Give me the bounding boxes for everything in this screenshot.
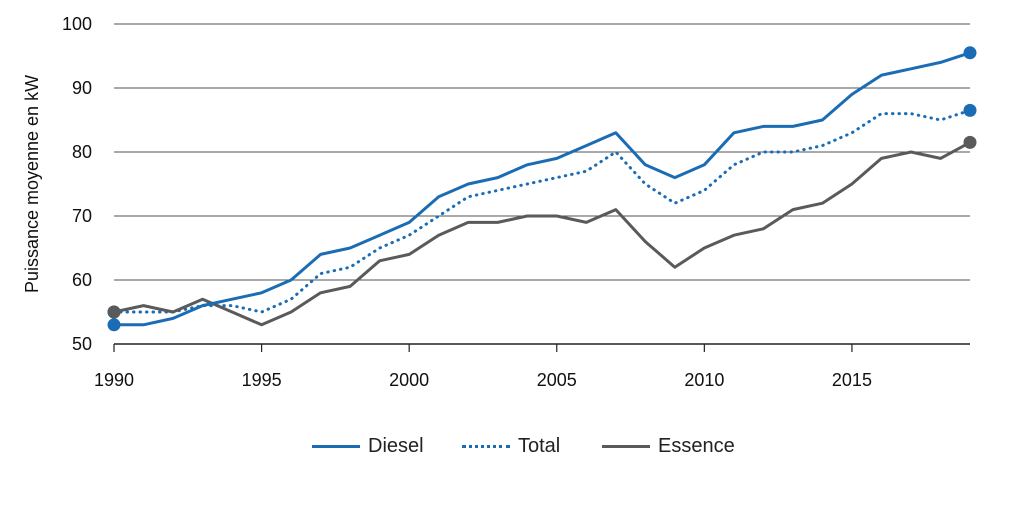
x-tick-2010: 2010 [684, 370, 724, 390]
legend-item-essence: Essence [602, 428, 735, 464]
legend-label-essence: Essence [658, 434, 735, 457]
series-lines [112, 51, 972, 327]
y-tick-80: 80 [72, 142, 92, 162]
x-tick-1990: 1990 [94, 370, 134, 390]
x-tick-labels: 1990 1995 2000 2005 2010 2015 [94, 370, 872, 390]
x-tick-1995: 1995 [242, 370, 282, 390]
y-tick-60: 60 [72, 270, 92, 290]
legend-swatch-total [462, 444, 510, 448]
legend-label-total: Total [518, 434, 561, 457]
end-markers [107, 46, 977, 332]
gridlines [113, 23, 970, 352]
y-tick-100: 100 [62, 14, 92, 34]
marker-end-diesel [963, 46, 977, 60]
x-tick-2015: 2015 [832, 370, 872, 390]
y-tick-labels: 50 60 70 80 90 100 [62, 14, 92, 354]
y-tick-70: 70 [72, 206, 92, 226]
x-tick-2005: 2005 [537, 370, 577, 390]
series-line-essence [112, 140, 972, 327]
marker-end-essence [963, 135, 977, 149]
legend-item-diesel: Diesel [312, 428, 424, 464]
x-tick-2000: 2000 [389, 370, 429, 390]
legend-label-diesel: Diesel [368, 434, 424, 457]
marker-start-essence [107, 305, 121, 319]
marker-end-total [963, 103, 977, 117]
series-line-diesel [112, 51, 972, 327]
legend-swatch-essence [602, 444, 650, 448]
y-tick-90: 90 [72, 78, 92, 98]
series-line-total [112, 108, 972, 314]
legend: Diesel Total Essence [0, 428, 1024, 464]
y-tick-50: 50 [72, 334, 92, 354]
marker-start-diesel [107, 318, 121, 332]
legend-item-total: Total [462, 428, 560, 464]
y-axis-title: Puissance moyenne en kW [22, 75, 42, 293]
legend-swatch-diesel [312, 444, 360, 448]
